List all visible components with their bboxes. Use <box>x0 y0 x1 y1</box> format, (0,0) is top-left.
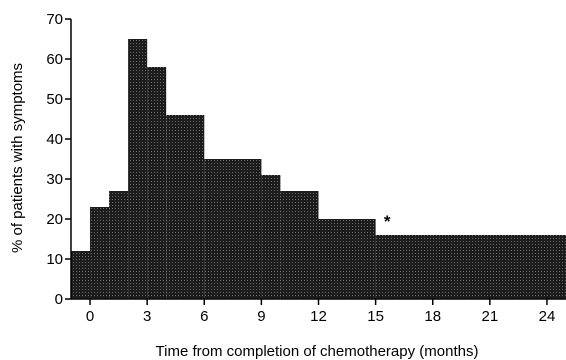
x-tick-label: 0 <box>86 308 94 325</box>
y-tick-label: 70 <box>46 11 63 28</box>
histogram-bar <box>71 251 91 299</box>
significance-marker: * <box>384 212 391 231</box>
histogram-bar <box>280 191 319 299</box>
histogram-bar <box>375 235 566 299</box>
histogram-bar <box>128 39 148 299</box>
y-tick-label: 60 <box>46 51 63 68</box>
x-tick-label: 6 <box>200 308 208 325</box>
x-tick-label: 24 <box>539 308 556 325</box>
x-axis-title: Time from completion of chemotherapy (mo… <box>156 343 479 360</box>
x-tick-label: 12 <box>310 308 327 325</box>
y-tick-label: 30 <box>46 171 63 188</box>
histogram-bar <box>109 191 129 299</box>
axes-layer <box>65 18 566 305</box>
x-tick-label: 21 <box>482 308 499 325</box>
histogram-bar <box>318 219 376 299</box>
labels-layer: 0 10 20 30 40 50 60 70 0 3 6 9 12 15 18 21 24 * <box>46 11 555 325</box>
y-tick-label: 10 <box>46 251 63 268</box>
x-tick-label: 15 <box>367 308 384 325</box>
y-tick-label: 40 <box>46 131 63 148</box>
bars-layer <box>71 39 566 299</box>
y-tick-label: 20 <box>46 211 63 228</box>
x-tick-label: 18 <box>424 308 441 325</box>
histogram-bar <box>204 159 262 299</box>
y-axis-title: % of patients with symptoms <box>9 63 26 253</box>
x-tick-label: 9 <box>257 308 265 325</box>
histogram-bar <box>90 207 110 299</box>
y-tick-label: 0 <box>55 291 63 308</box>
x-tick-label: 3 <box>143 308 151 325</box>
histogram-bar <box>147 67 167 299</box>
histogram-bar <box>261 175 281 299</box>
y-tick-label: 50 <box>46 91 63 108</box>
histogram-bar <box>166 115 205 299</box>
